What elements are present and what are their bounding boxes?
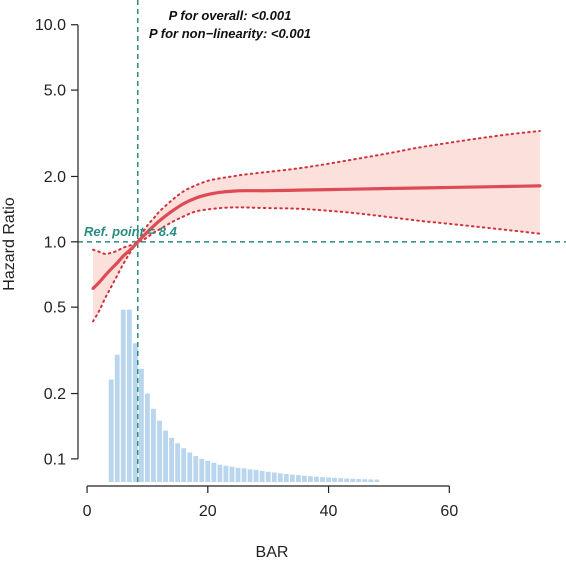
histogram-bar <box>223 465 229 482</box>
annotation-p-nonlinearity: P for non−linearity: <0.001 <box>149 26 311 41</box>
histogram-bar <box>362 479 368 482</box>
confidence-band <box>93 130 540 322</box>
y-tick-label: 2.0 <box>44 169 66 186</box>
histogram-bar <box>205 460 211 482</box>
hazard-ratio-curve <box>91 184 542 291</box>
histogram-bar <box>241 468 247 482</box>
histogram-bar <box>265 471 271 482</box>
histogram-bar <box>283 473 289 482</box>
ci-lower-line <box>92 206 541 323</box>
histogram-bar <box>374 479 380 482</box>
y-tick-label: 1.0 <box>44 234 66 251</box>
annotation-p-overall: P for overall: <0.001 <box>169 8 292 23</box>
reference-point-label: Ref. point = 8.4 <box>84 224 178 239</box>
histogram-bar <box>368 479 374 482</box>
histogram-bar <box>259 470 265 482</box>
histogram-bar <box>217 464 223 482</box>
histogram-bar <box>332 477 338 482</box>
y-ticks: 0.1 0.2 0.5 1.0 2.0 5.0 10.0 <box>35 17 78 468</box>
x-tick-label: 0 <box>83 503 92 520</box>
x-tick-label: 20 <box>199 503 217 520</box>
histogram-bar <box>138 368 144 482</box>
confidence-band-layer <box>92 129 541 323</box>
histogram-bar <box>157 420 162 482</box>
y-axis-title: Hazard Ratio <box>1 197 18 290</box>
histogram-bar <box>302 475 307 482</box>
histogram-bar <box>271 472 277 482</box>
histogram-bar <box>181 448 187 482</box>
y-tick-label: 10.0 <box>35 17 66 34</box>
histogram-bar <box>126 309 132 482</box>
y-tick-label: 0.5 <box>44 300 66 317</box>
histogram-bar <box>163 430 168 482</box>
histogram-bar <box>193 456 199 482</box>
histogram-bar <box>308 476 313 482</box>
y-tick-label: 5.0 <box>44 83 66 100</box>
histogram-bar <box>295 475 301 482</box>
histogram-layer <box>108 309 380 482</box>
histogram-bar <box>314 476 319 482</box>
histogram-bar <box>229 466 235 482</box>
histogram-bar <box>326 477 331 482</box>
histogram-bar <box>199 458 205 482</box>
histogram-bar <box>344 478 350 482</box>
histogram-bar <box>320 477 325 482</box>
histogram-bar <box>247 469 253 482</box>
histogram-bar <box>277 473 283 482</box>
histogram-bar <box>151 408 156 482</box>
histogram-bar <box>132 343 138 482</box>
histogram-bar <box>350 478 356 482</box>
x-tick-label: 40 <box>320 503 338 520</box>
histogram-bar <box>114 354 120 482</box>
histogram-bar <box>175 443 181 482</box>
histogram-bar <box>108 379 114 482</box>
x-axis-title: BAR <box>256 544 289 561</box>
histogram-bar <box>145 393 150 482</box>
histogram-bar <box>187 452 193 482</box>
histogram-bar <box>338 478 344 482</box>
histogram-bar <box>235 467 241 482</box>
histogram-bar <box>356 478 362 482</box>
histogram-bar <box>289 474 295 482</box>
x-tick-label: 60 <box>440 503 458 520</box>
y-tick-label: 0.1 <box>44 451 66 468</box>
histogram-bar <box>211 462 217 482</box>
histogram-bar <box>253 469 259 482</box>
x-ticks: 0 20 40 60 <box>83 486 458 520</box>
ci-upper-line <box>92 129 541 255</box>
y-tick-label: 0.2 <box>44 386 66 403</box>
histogram-bar <box>169 437 175 482</box>
curve-layer <box>91 184 542 291</box>
histogram-bar <box>120 309 126 482</box>
